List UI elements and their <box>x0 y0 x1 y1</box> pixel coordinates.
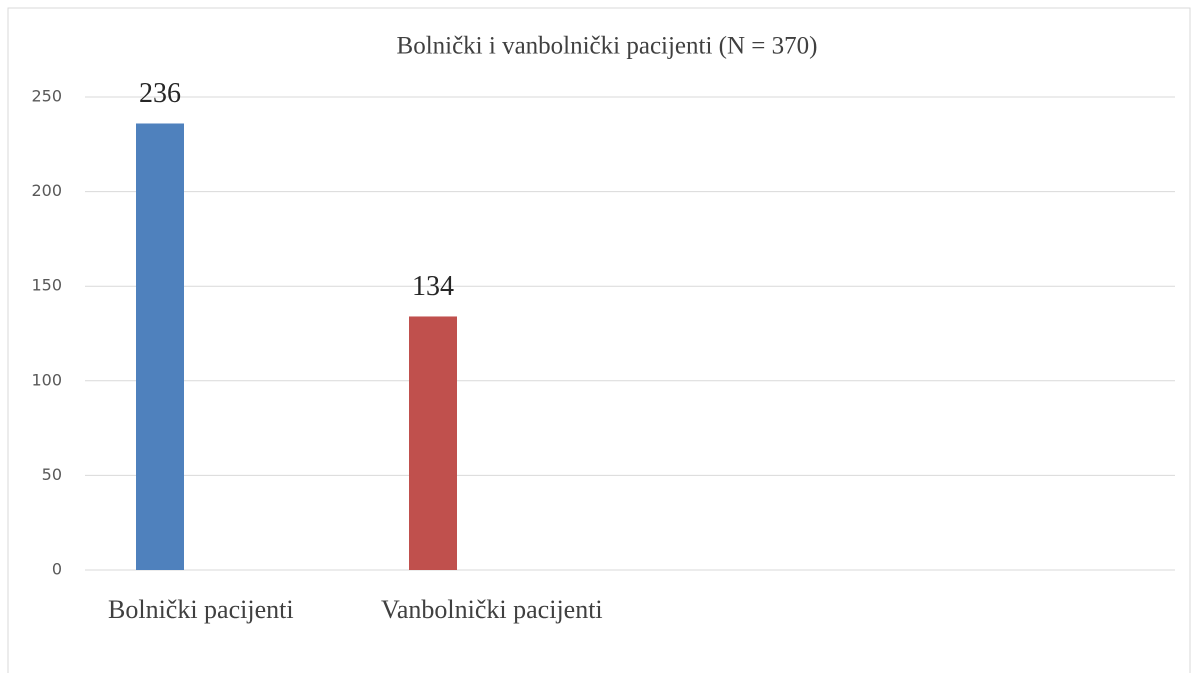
x-tick-label: Vanbolnički pacijenti <box>381 595 603 624</box>
data-label: 134 <box>412 271 454 302</box>
y-tick-label: 50 <box>42 465 62 484</box>
bar <box>409 316 457 570</box>
y-tick-label: 0 <box>52 560 62 579</box>
y-tick-label: 200 <box>31 181 62 200</box>
bar <box>136 123 184 570</box>
data-label: 236 <box>139 78 181 109</box>
chart-title: Bolnički i vanbolnički pacijenti (N = 37… <box>397 33 818 60</box>
x-tick-label: Bolnički pacijenti <box>108 595 294 624</box>
chart-border <box>7 7 1191 673</box>
y-tick-label: 100 <box>31 370 62 389</box>
y-tick-label: 150 <box>31 276 62 295</box>
y-tick-label: 250 <box>31 87 62 106</box>
